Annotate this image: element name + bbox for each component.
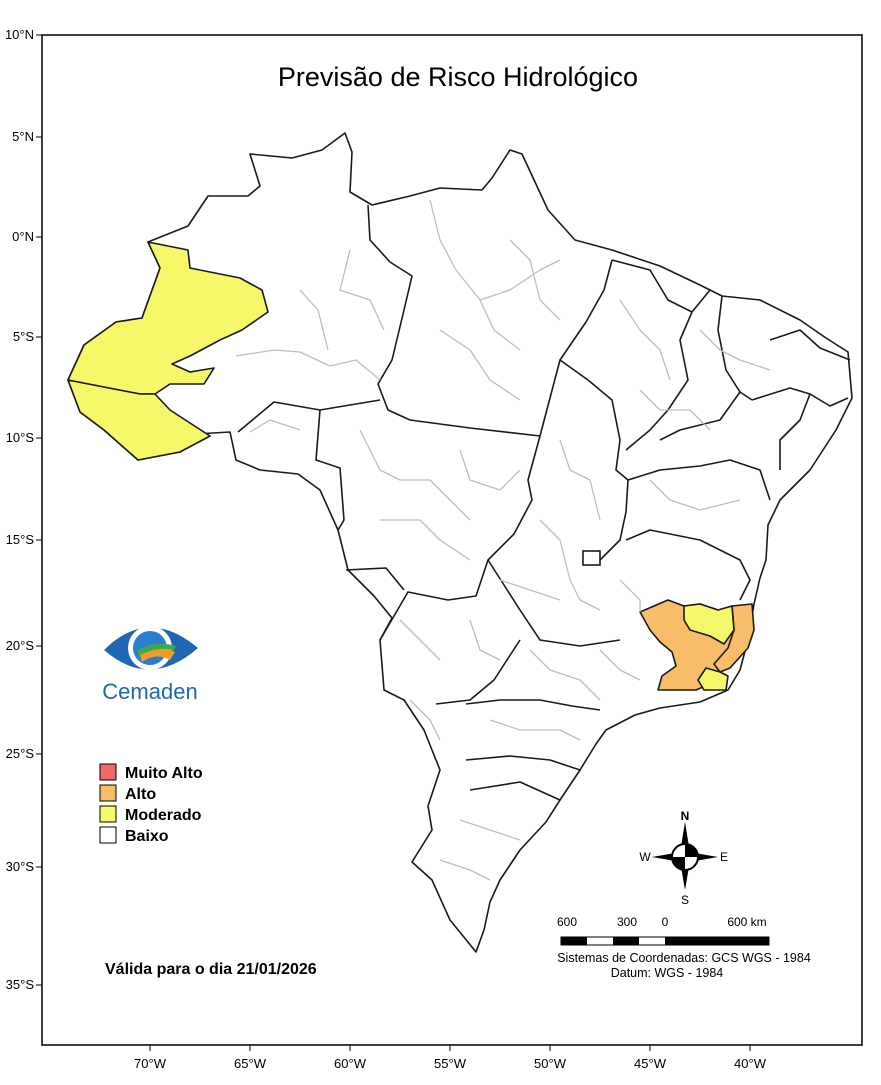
region-amazonas	[67, 241, 269, 395]
region-rio-moderado	[697, 667, 729, 691]
logo-text: Cemaden	[102, 679, 197, 704]
region-minas-moderado	[683, 603, 735, 645]
scale-label-0: 0	[662, 915, 669, 929]
latitude-axis: 10°N 5°N 0°N 5°S 10°S 15°S 20°S 25°S 30°…	[5, 27, 42, 992]
lon-label-55w: 55°W	[434, 1056, 467, 1071]
lon-label-65w: 65°W	[234, 1056, 267, 1071]
scale-label-600: 600	[557, 915, 577, 929]
lat-label-5s: 5°S	[13, 329, 34, 344]
lat-label-5n: 5°N	[12, 129, 34, 144]
lon-label-45w: 45°W	[634, 1056, 667, 1071]
compass-s: S	[681, 893, 689, 907]
region-federal-district	[582, 550, 601, 566]
longitude-axis: 70°W 65°W 60°W 55°W 50°W 45°W 40°W	[134, 1045, 767, 1071]
scale-label-600km: 600 km	[727, 915, 766, 929]
lat-label-25s: 25°S	[6, 746, 35, 761]
legend-label-muito-alto: Muito Alto	[125, 765, 203, 782]
compass-rose-icon: N S W E	[639, 809, 728, 907]
datum-text: Datum: WGS - 1984	[611, 966, 724, 980]
coordinate-system-text: Sistemas de Coordenadas: GCS WGS - 1984	[557, 951, 811, 965]
validity-note: Válida para o dia 21/01/2026	[105, 961, 317, 978]
compass-n: N	[681, 809, 690, 823]
compass-w: W	[639, 850, 651, 864]
region-espirito-santo	[713, 603, 755, 673]
state-borders	[237, 204, 851, 801]
legend: Muito Alto Alto Moderado Baixo	[99, 763, 203, 845]
lat-label-35s: 35°S	[6, 977, 35, 992]
legend-label-baixo: Baixo	[125, 828, 169, 845]
lat-label-30s: 30°S	[6, 859, 35, 874]
legend-swatch-moderado	[99, 805, 117, 823]
municipal-borders	[235, 199, 771, 881]
legend-label-moderado: Moderado	[125, 807, 202, 824]
lat-label-10n: 10°N	[5, 27, 34, 42]
legend-swatch-alto	[99, 784, 117, 802]
region-acre	[67, 379, 211, 461]
lat-label-15s: 15°S	[6, 532, 35, 547]
lat-label-20s: 20°S	[6, 638, 35, 653]
cemaden-logo: Cemaden	[102, 626, 198, 704]
lat-label-0: 0°N	[12, 229, 34, 244]
lon-label-70w: 70°W	[134, 1056, 167, 1071]
lon-label-40w: 40°W	[734, 1056, 767, 1071]
legend-swatch-baixo	[99, 826, 117, 844]
compass-e: E	[720, 850, 728, 864]
scale-bar: 600 300 0 600 km Sistemas de Coordenadas…	[557, 915, 811, 980]
lat-label-10s: 10°S	[6, 430, 35, 445]
lon-label-60w: 60°W	[334, 1056, 367, 1071]
lon-label-50w: 50°W	[534, 1056, 567, 1071]
map-title: Previsão de Risco Hidrológico	[278, 62, 638, 92]
legend-swatch-muito-alto	[99, 763, 117, 781]
scale-label-300: 300	[617, 915, 637, 929]
legend-label-alto: Alto	[125, 786, 156, 803]
